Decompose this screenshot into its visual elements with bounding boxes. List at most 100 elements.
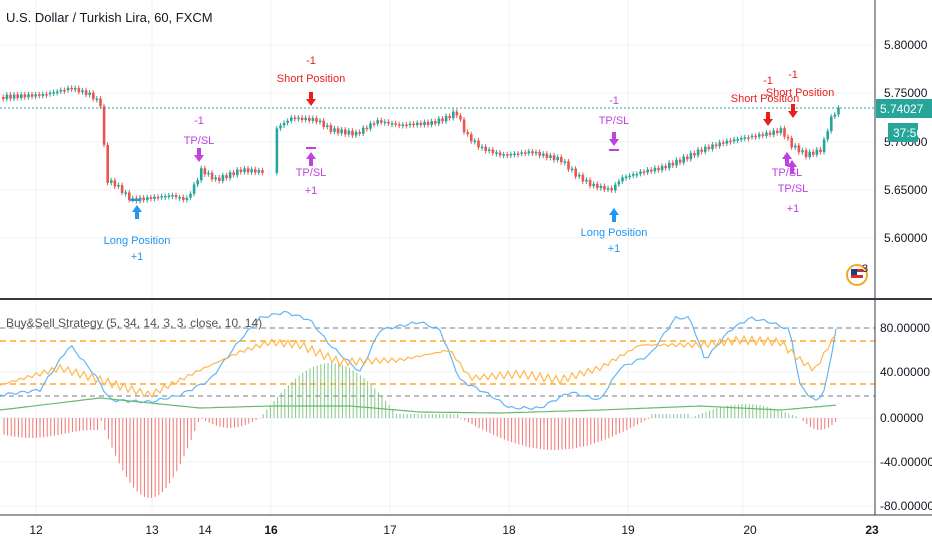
- candle-body: [23, 94, 27, 98]
- time-tick-label: 23: [865, 523, 879, 537]
- candle-body: [430, 121, 433, 125]
- signal-arrow-up-icon: [306, 152, 316, 166]
- candle-body: [300, 117, 304, 121]
- candle-body: [614, 184, 617, 191]
- candle-body: [52, 92, 55, 94]
- symbol-title[interactable]: U.S. Dollar / Turkish Lira, 60, FXCM: [6, 10, 213, 25]
- candle-body: [441, 118, 444, 122]
- candle-body: [340, 129, 343, 134]
- candle-body: [498, 152, 502, 156]
- candle-body: [142, 197, 145, 201]
- candle-body: [261, 170, 264, 173]
- candle-body: [59, 89, 63, 92]
- candle-body: [228, 172, 232, 179]
- candle-body: [128, 192, 131, 200]
- candle-body: [671, 162, 675, 166]
- candle-body: [297, 117, 300, 120]
- candle-body: [516, 153, 520, 156]
- candle-body: [30, 94, 34, 97]
- indicator-axis[interactable]: 80.00000 40.00000 0.00000 -40.00000 -80.0000…: [880, 321, 932, 513]
- candle-body: [88, 92, 91, 95]
- candle-body: [549, 155, 552, 158]
- candle-body: [466, 132, 469, 135]
- candle-body: [250, 169, 253, 173]
- candle-body: [552, 155, 556, 161]
- time-axis[interactable]: 12 13 14 16 17 18 19 20 23: [29, 523, 879, 537]
- candle-body: [578, 174, 581, 177]
- candle-body: [426, 121, 430, 125]
- signal-label: +1: [305, 185, 318, 197]
- price-tick-label: 5.60000: [884, 231, 928, 245]
- signal-label: +1: [787, 203, 800, 215]
- candle-body: [358, 131, 361, 134]
- candle-body: [412, 123, 415, 126]
- candle-body: [642, 171, 646, 173]
- candle-body: [729, 140, 732, 143]
- candle-body: [696, 149, 700, 156]
- candle-body: [808, 151, 811, 158]
- candle-body: [668, 162, 671, 169]
- indicator-title[interactable]: Buy&Sell Strategy (5, 34, 14, 3, 3, clos…: [6, 316, 263, 330]
- candle-body: [714, 144, 718, 147]
- candle-body: [394, 123, 397, 125]
- candle-body: [581, 174, 585, 182]
- candle-body: [315, 118, 318, 122]
- signal-arrow-up-icon: [609, 208, 619, 222]
- candle-body: [239, 169, 243, 173]
- candle-body: [700, 149, 703, 152]
- candle-body: [365, 127, 369, 130]
- candle-body: [182, 197, 185, 200]
- candle-body: [196, 180, 199, 185]
- candle-body: [218, 177, 221, 181]
- candle-body: [826, 131, 829, 140]
- candle-body: [830, 116, 833, 132]
- candle-body: [401, 124, 405, 127]
- candle-body: [77, 88, 81, 93]
- candle-body: [41, 94, 45, 96]
- indicator-tick-label: 0.00000: [880, 411, 924, 425]
- time-tick-label: 16: [264, 523, 278, 537]
- candle-body: [488, 149, 491, 152]
- candle-body: [455, 111, 459, 116]
- signal-label: Short Position: [731, 93, 799, 105]
- candle-body: [646, 169, 649, 173]
- candle-body: [556, 156, 559, 161]
- candle-body: [16, 94, 19, 98]
- candle-body: [336, 128, 340, 134]
- candle-body: [743, 137, 747, 139]
- candle-body: [473, 140, 477, 143]
- candle-body: [178, 197, 181, 199]
- candle-body: [113, 180, 117, 187]
- candle-body: [765, 132, 768, 136]
- candle-body: [131, 198, 135, 200]
- time-tick-label: 12: [29, 523, 43, 537]
- candle-body: [506, 154, 509, 156]
- candle-body: [318, 120, 322, 123]
- indicator-tick-label: -40.00000: [880, 455, 932, 469]
- countdown-label: 37:56: [893, 126, 923, 140]
- signal-label: TP/SL: [296, 167, 327, 179]
- candle-body: [344, 129, 347, 135]
- candle-body: [682, 156, 685, 163]
- candle-body: [480, 146, 484, 149]
- candle-body: [66, 87, 70, 91]
- signal-label: Long Position: [104, 235, 171, 247]
- candle-body: [750, 135, 754, 138]
- events-flag-icon[interactable]: [846, 264, 868, 286]
- candle-body: [354, 131, 358, 136]
- candle-body: [635, 173, 639, 176]
- candle-body: [408, 123, 412, 126]
- candle-body: [81, 90, 84, 93]
- candle-body: [459, 115, 462, 120]
- signal-label: -1: [788, 69, 798, 81]
- candle-body: [812, 151, 815, 155]
- signal-arrow-down-icon: [763, 112, 773, 126]
- candle-body: [531, 151, 534, 154]
- candle-body: [138, 197, 142, 202]
- candle-body: [736, 139, 739, 141]
- candle-body: [790, 138, 793, 148]
- candle-body: [290, 117, 293, 121]
- candle-body: [786, 136, 790, 139]
